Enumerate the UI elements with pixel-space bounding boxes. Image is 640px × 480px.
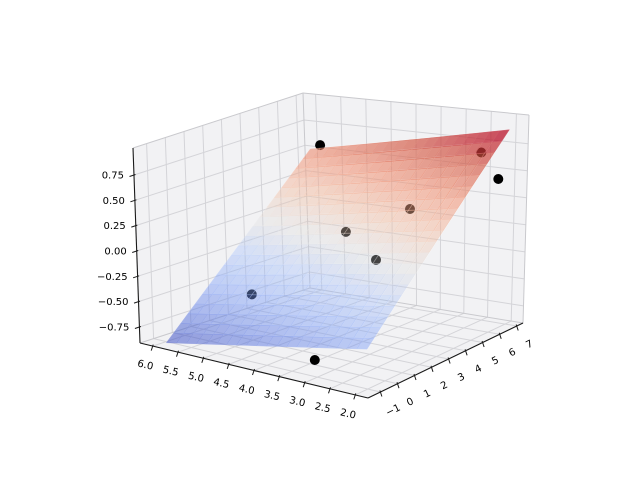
z-tick-label: 0.25 [104,221,126,232]
surface-mesh [166,129,510,350]
y-tick-label: 1 [422,388,433,401]
y-tick-label: 2 [439,380,450,393]
x-tick-label: 5.5 [162,365,180,379]
data-point [315,140,326,151]
y-tick-label: −1 [384,403,402,419]
x-tick-label: 2.5 [314,401,332,415]
data-point [405,204,415,214]
z-tick-label: −0.25 [97,272,128,283]
data-point [493,174,504,184]
y-tick-label: 4 [473,363,484,376]
x-tick-label: 4.0 [238,383,256,397]
x-tick-label: 6.0 [136,358,154,372]
x-tick-label: 4.5 [212,377,230,391]
z-tick-label: 0.00 [104,246,126,257]
x-tick-label: 5.0 [187,371,205,385]
x-tick-label: 3.0 [288,395,306,409]
x-tick-label: 3.5 [263,389,281,403]
data-point [246,289,257,300]
data-point [340,226,351,237]
z-tick-label: 0.50 [103,196,125,207]
z-tick-label: 0.75 [102,170,124,181]
z-tick-label: −0.50 [98,297,129,308]
z-tick-label: −0.75 [99,322,130,333]
y-tick-label: 5 [490,355,501,368]
x-tick-label: 2.0 [339,407,357,421]
y-tick-label: 3 [456,371,467,384]
axis-lines [129,147,524,400]
y-tick-label: 7 [524,338,535,351]
data-point [309,355,320,365]
y-tick-label: 6 [507,347,518,360]
surface [165,129,510,350]
data-point [371,254,381,265]
y-tick-label: 0 [405,396,416,409]
